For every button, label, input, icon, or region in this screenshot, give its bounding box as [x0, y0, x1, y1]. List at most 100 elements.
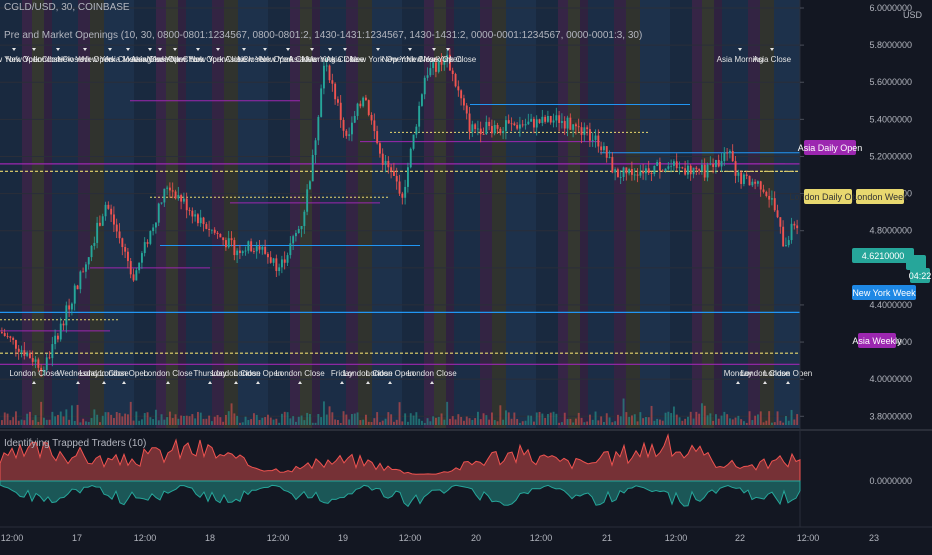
new-york-weekly-badge-bg[interactable]: [852, 285, 916, 300]
marker-triangle: [376, 48, 380, 51]
candle-body: [516, 125, 519, 129]
price-tick-label: 3.8000000: [869, 411, 912, 421]
candle-body: [40, 367, 43, 372]
volume-bar: [191, 414, 194, 425]
volume-bar: [275, 418, 278, 425]
candle-body: [65, 305, 68, 326]
candle-body: [79, 271, 82, 290]
candle-body: [85, 264, 87, 272]
candle-body: [407, 167, 409, 187]
volume-bar: [185, 415, 188, 425]
session-label-top: Asia Close: [131, 55, 170, 64]
volume-bar: [65, 409, 68, 425]
candle-body: [572, 124, 575, 130]
candle-body: [479, 128, 482, 135]
candle-body: [275, 258, 278, 271]
marker-triangle: [148, 48, 152, 51]
session-label-top: New York Open: [350, 55, 406, 64]
volume-bar: [583, 422, 586, 425]
candle-body: [325, 65, 328, 67]
volume-bar: [96, 414, 99, 425]
volume-bar: [289, 418, 292, 425]
marker-triangle: [286, 48, 290, 51]
volume-bar: [675, 414, 678, 425]
candle-body: [617, 169, 619, 178]
volume-bar: [600, 416, 603, 425]
volume-bar: [701, 403, 703, 425]
candle-body: [17, 348, 20, 352]
candle-body: [745, 174, 748, 176]
last-price-badge: 4.6210000: [862, 251, 905, 261]
candle-body: [311, 155, 314, 182]
asia-weekly-badge-bg[interactable]: [858, 333, 896, 348]
candle-body: [45, 357, 48, 370]
candle-body: [597, 135, 600, 147]
candle-body: [519, 124, 521, 129]
session-label-top: Asia Morning: [717, 55, 764, 64]
volume-bar: [309, 414, 311, 425]
marker-triangle: [32, 381, 36, 384]
price-badges[interactable]: 4.6210000 04:22 Asia Daily Open London Dail…: [789, 140, 931, 348]
candle-body: [468, 113, 471, 132]
session-band: [104, 0, 134, 428]
volume-bar: [129, 401, 132, 425]
volume-bar: [457, 414, 460, 425]
volume-bar: [87, 421, 90, 425]
volume-bar: [43, 417, 45, 425]
volume-bar: [586, 421, 589, 425]
countdown-badge-bg[interactable]: [910, 268, 930, 283]
marker-triangle: [430, 381, 434, 384]
session-label-bottom: London Open: [234, 369, 283, 378]
time-tick-label: 12:00: [797, 533, 820, 543]
volume-bar: [552, 411, 555, 425]
last-price-badge-bg[interactable]: [852, 248, 914, 263]
candle-body: [381, 153, 384, 165]
volume-bar: [269, 417, 272, 425]
candle-body: [367, 100, 370, 115]
volume-bar: [261, 417, 264, 425]
session-band: [670, 0, 692, 428]
candle-body: [208, 228, 211, 230]
session-band: [268, 0, 290, 428]
session-band: [424, 0, 434, 428]
candle-body: [633, 174, 636, 176]
candle-body: [90, 245, 93, 258]
candle-body: [507, 120, 510, 124]
indicator-title: Identifying Trapped Traders (10): [4, 438, 147, 449]
volume-bar: [387, 412, 390, 425]
volume-bars: [1, 398, 799, 425]
candle-body: [731, 151, 734, 162]
candle-body: [253, 251, 255, 252]
candle-body: [401, 193, 404, 198]
asia-daily-open-badge-bg[interactable]: [804, 140, 856, 155]
candles: [1, 48, 799, 377]
volume-bar: [661, 420, 664, 425]
volume-bar: [726, 414, 729, 425]
volume-bar: [99, 422, 101, 425]
grid: [0, 7, 800, 417]
volume-bar: [183, 415, 185, 425]
volume-bar: [6, 413, 9, 425]
candle-body: [166, 187, 169, 189]
candle-body: [412, 134, 415, 149]
volume-bar: [379, 422, 381, 425]
candle-body: [9, 336, 12, 338]
volume-bar: [54, 416, 57, 425]
volume-bar: [569, 418, 572, 425]
candle-body: [113, 214, 115, 225]
volume-bar: [407, 421, 409, 425]
volume-bar: [614, 421, 617, 425]
volume-bar: [348, 419, 351, 425]
candle-body: [575, 124, 577, 127]
london-weekly-badge-bg[interactable]: [856, 189, 904, 204]
volume-bar: [547, 413, 549, 425]
candle-body: [754, 181, 757, 184]
volume-bar: [642, 418, 645, 425]
volume-bar: [639, 412, 642, 425]
volume-bar: [337, 420, 339, 425]
volume-bar: [463, 420, 465, 425]
london-daily-open-badge-bg[interactable]: [804, 189, 852, 204]
session-band: [300, 0, 312, 428]
volume-bar: [68, 419, 71, 425]
